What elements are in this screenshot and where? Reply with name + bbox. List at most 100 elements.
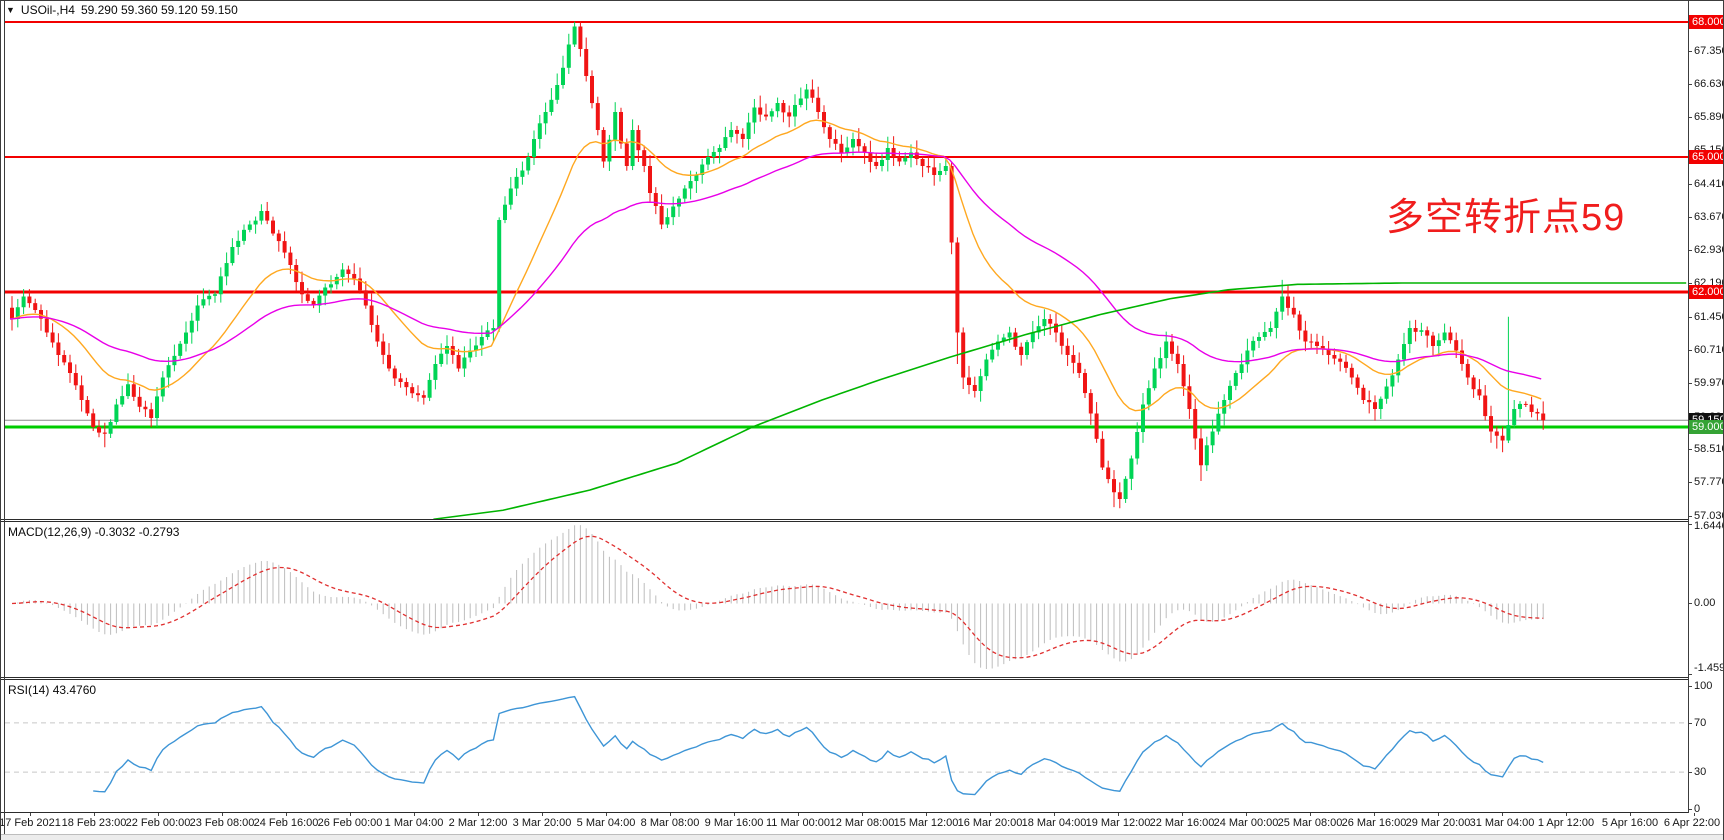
price-tick-dash bbox=[1688, 117, 1692, 118]
symbol-timeframe-label: USOil-,H4 bbox=[20, 3, 75, 17]
time-tick-mark bbox=[1374, 813, 1375, 816]
date-tick-label: 18 Feb 23:00 bbox=[61, 817, 127, 829]
price-axis[interactable]: 67.35066.63065.89065.15064.41063.67062.9… bbox=[1688, 0, 1724, 834]
price-tick-dash bbox=[1688, 217, 1692, 218]
time-tick-mark bbox=[1438, 813, 1439, 816]
rsi-axis-label: 30 bbox=[1694, 766, 1707, 778]
time-tick-mark bbox=[1694, 813, 1695, 816]
price-tick-dash bbox=[1688, 449, 1692, 450]
panel-separator[interactable] bbox=[0, 519, 1688, 520]
macd-axis-label: -1.4594 bbox=[1694, 662, 1724, 674]
date-tick-label: 22 Mar 16:00 bbox=[1149, 817, 1215, 829]
main-chart-panel[interactable] bbox=[0, 0, 1688, 519]
date-tick-label: 22 Feb 00:00 bbox=[125, 817, 191, 829]
macd-histogram bbox=[17, 525, 1544, 670]
price-tick-label: 64.410 bbox=[1694, 178, 1724, 190]
date-tick-label: 24 Feb 16:00 bbox=[253, 817, 319, 829]
date-tick-label: 5 Mar 04:00 bbox=[576, 817, 636, 829]
macd-indicator-label: MACD(12,26,9) -0.3032 -0.2793 bbox=[8, 525, 180, 539]
date-tick-label: 31 Mar 04:00 bbox=[1469, 817, 1535, 829]
time-tick-mark bbox=[94, 813, 95, 816]
price-tick-dash bbox=[1688, 350, 1692, 351]
date-tick-label: 19 Mar 12:00 bbox=[1085, 817, 1151, 829]
date-tick-label: 25 Mar 08:00 bbox=[1277, 817, 1343, 829]
price-tick-label: 59.970 bbox=[1694, 377, 1724, 389]
date-tick-label: 12 Mar 08:00 bbox=[829, 817, 895, 829]
price-tick-dash bbox=[1688, 283, 1692, 284]
price-tag-65.000: 65.000 bbox=[1689, 150, 1724, 164]
time-tick-mark bbox=[1182, 813, 1183, 816]
date-tick-label: 26 Feb 00:00 bbox=[317, 817, 383, 829]
price-tag-68.000: 68.000 bbox=[1689, 15, 1724, 29]
macd-axis-label: 1.6446 bbox=[1694, 520, 1724, 532]
date-tick-label: 2 Mar 12:00 bbox=[448, 817, 508, 829]
price-tick-dash bbox=[1688, 250, 1692, 251]
rsi-axis-dash bbox=[1688, 723, 1692, 724]
rsi-axis-dash bbox=[1688, 772, 1692, 773]
chart-border-left bbox=[4, 0, 5, 834]
price-tick-dash bbox=[1688, 84, 1692, 85]
date-tick-label: 1 Apr 12:00 bbox=[1537, 817, 1595, 829]
rsi-axis-label: 70 bbox=[1694, 717, 1707, 729]
rsi-axis-label: 0 bbox=[1694, 803, 1701, 815]
panel-separator[interactable] bbox=[0, 521, 1688, 522]
time-tick-mark bbox=[1118, 813, 1119, 816]
date-tick-label: 17 Feb 2021 bbox=[0, 817, 61, 829]
macd-axis-dash bbox=[1688, 674, 1692, 675]
price-tick-label: 63.670 bbox=[1694, 211, 1724, 223]
horizontal-lines-layer[interactable] bbox=[5, 21, 1688, 429]
price-tick-dash bbox=[1688, 516, 1692, 517]
time-tick-mark bbox=[30, 813, 31, 816]
price-tick-dash bbox=[1688, 51, 1692, 52]
price-tick-label: 61.450 bbox=[1694, 311, 1724, 323]
time-tick-mark bbox=[926, 813, 927, 816]
mid-ma-line bbox=[9, 151, 1542, 380]
time-tick-mark bbox=[1054, 813, 1055, 816]
price-tick-label: 65.890 bbox=[1694, 111, 1724, 123]
ohlc-readout: 59.290 59.360 59.120 59.150 bbox=[80, 3, 238, 17]
macd-panel[interactable] bbox=[0, 522, 1688, 676]
long-ma-line bbox=[433, 282, 1687, 519]
macd-axis-label: 0.00 bbox=[1694, 597, 1716, 609]
date-tick-label: 23 Feb 08:00 bbox=[189, 817, 255, 829]
candles-layer bbox=[10, 21, 1546, 509]
date-tick-label: 11 Mar 00:00 bbox=[765, 817, 831, 829]
time-tick-mark bbox=[414, 813, 415, 816]
time-tick-mark bbox=[286, 813, 287, 816]
axis-separator-vertical bbox=[1688, 0, 1689, 813]
price-tick-label: 57.770 bbox=[1694, 476, 1724, 488]
price-tick-label: 57.030 bbox=[1694, 510, 1724, 522]
date-tick-label: 16 Mar 20:00 bbox=[957, 817, 1023, 829]
time-tick-mark bbox=[1566, 813, 1567, 816]
time-axis[interactable]: 17 Feb 2021 18 Feb 23:00 22 Feb 00:00 23 Fe… bbox=[0, 813, 1724, 834]
price-tick-label: 60.710 bbox=[1694, 344, 1724, 356]
macd-axis-dash bbox=[1688, 603, 1692, 604]
rsi-axis-label: 100 bbox=[1694, 680, 1713, 692]
rsi-panel[interactable] bbox=[0, 680, 1688, 811]
date-tick-label: 18 Mar 04:00 bbox=[1021, 817, 1087, 829]
date-tick-label: 3 Mar 20:00 bbox=[512, 817, 572, 829]
time-tick-mark bbox=[1310, 813, 1311, 816]
window-border-left bbox=[0, 0, 1, 840]
date-tick-label: 5 Apr 16:00 bbox=[1601, 817, 1659, 829]
price-tick-dash bbox=[1688, 383, 1692, 384]
time-tick-mark bbox=[478, 813, 479, 816]
time-tick-mark bbox=[1246, 813, 1247, 816]
panel-separator[interactable] bbox=[0, 679, 1688, 680]
date-tick-label: 1 Mar 04:00 bbox=[384, 817, 444, 829]
date-tick-label: 8 Mar 08:00 bbox=[640, 817, 700, 829]
date-tick-label: 24 Mar 00:00 bbox=[1213, 817, 1279, 829]
date-tick-label: 26 Mar 16:00 bbox=[1341, 817, 1407, 829]
time-tick-mark bbox=[158, 813, 159, 816]
time-tick-mark bbox=[606, 813, 607, 816]
price-tick-label: 67.350 bbox=[1694, 45, 1724, 57]
date-tick-label: 6 Apr 22:00 bbox=[1663, 817, 1721, 829]
panel-separator bbox=[0, 812, 1688, 813]
rsi-line bbox=[93, 695, 1544, 796]
time-tick-mark bbox=[1630, 813, 1631, 816]
time-tick-mark bbox=[542, 813, 543, 816]
symbol-dropdown-icon[interactable]: ▼ bbox=[6, 4, 15, 15]
time-tick-mark bbox=[734, 813, 735, 816]
window-border-top bbox=[0, 0, 1724, 1]
panel-separator[interactable] bbox=[0, 677, 1688, 678]
